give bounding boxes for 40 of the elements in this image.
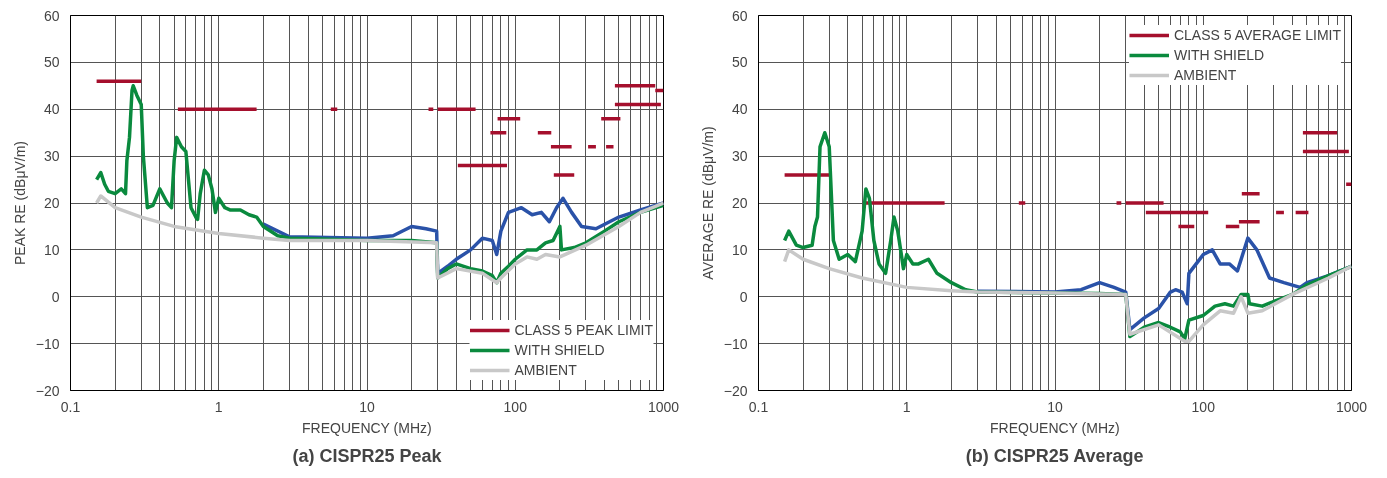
x-axis-title: FREQUENCY (MHz)	[990, 419, 1120, 436]
y-axis-title: AVERAGE RE (dBμV/m)	[699, 126, 716, 280]
y-tick-label: 50	[731, 54, 748, 71]
x-tick-label: 100	[503, 398, 528, 415]
x-tick-label: 1000	[1335, 398, 1368, 415]
y-tick-label: 10	[731, 241, 748, 258]
y-tick-label: 30	[43, 148, 60, 165]
legend-label: WITH SHIELD	[514, 342, 605, 358]
text: (a) CISPR25 Peak	[292, 445, 443, 466]
x-tick-label: 1000	[647, 398, 680, 415]
legend-label: WITH SHIELD	[1173, 47, 1265, 63]
legend-label: CLASS 5 PEAK LIMIT	[514, 322, 653, 338]
x-tick-label: 1	[902, 398, 911, 415]
x-axis-title: FREQUENCY (MHz)	[302, 419, 432, 436]
x-tick-label: 10	[359, 398, 375, 415]
x-tick-label: 10	[1047, 398, 1063, 415]
y-tick-label: −10	[723, 335, 748, 352]
y-axis-title: PEAK RE (dBμV/m)	[11, 141, 28, 265]
y-tick-label: 0	[739, 288, 748, 305]
y-tick-label: 10	[43, 241, 60, 258]
y-tick-label: 60	[43, 7, 60, 24]
y-tick-label: 60	[731, 7, 748, 24]
y-tick-label: 40	[731, 101, 748, 118]
x-tick-label: 0.1	[60, 398, 81, 415]
y-tick-label: −20	[723, 382, 748, 399]
x-tick-label: 100	[1191, 398, 1216, 415]
y-tick-label: 20	[43, 195, 60, 211]
y-tick-label: −10	[35, 335, 60, 352]
y-tick-label: 40	[43, 101, 60, 118]
x-tick-label: 0.1	[748, 398, 769, 415]
x-tick-label: 1	[214, 398, 223, 415]
y-tick-label: 20	[731, 195, 748, 211]
y-tick-label: 50	[43, 54, 60, 71]
y-tick-label: 0	[51, 288, 60, 305]
text: (b) CISPR25 Average	[965, 445, 1144, 466]
legend-label: AMBIENT	[1173, 67, 1237, 83]
legend-label: AMBIENT	[514, 362, 577, 378]
legend-label: CLASS 5 AVERAGE LIMIT	[1173, 27, 1341, 43]
y-tick-label: −20	[35, 382, 60, 399]
y-tick-label: 30	[731, 148, 748, 165]
